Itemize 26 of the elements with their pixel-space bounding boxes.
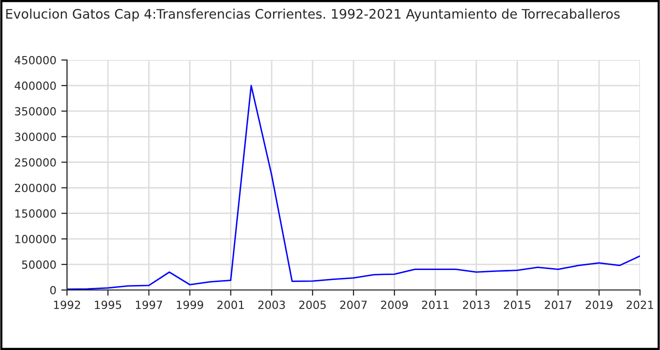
x-tick-label: 2019	[586, 300, 612, 310]
y-tick-label: 250000	[14, 158, 56, 167]
y-tick-label: 450000	[14, 56, 56, 64]
y-tick-label: 50000	[22, 260, 56, 269]
y-tick-label: 300000	[15, 132, 56, 142]
x-tick-label: 2007	[340, 300, 367, 310]
x-tick-label: 1992	[54, 300, 80, 310]
chart-title: Evolucion Gatos Cap 4:Transferencias Corrientes. 1992-2021 Ayuntamiento de Torrecaballeros	[6, 8, 620, 22]
x-tick-label: 2015	[504, 300, 530, 310]
y-tick-label: 350000	[15, 107, 56, 116]
x-tick-label: 1997	[136, 300, 162, 310]
x-tick-label: 2005	[299, 300, 326, 310]
x-tick-label: 2011	[422, 300, 448, 310]
y-tick-label: 100000	[15, 234, 56, 244]
x-tick-label: 2021	[626, 300, 654, 310]
x-tick-label: 2003	[258, 300, 285, 310]
y-tick-label: 150000	[15, 209, 56, 218]
y-tick-label: 0	[50, 286, 56, 294]
x-tick-label: 2013	[462, 300, 490, 310]
x-tick-label: 2001	[217, 300, 244, 310]
y-tick-label: 400000	[14, 82, 56, 90]
y-tick-label: 200000	[14, 184, 56, 192]
x-tick-label: 2009	[381, 300, 408, 310]
x-tick-label: 1999	[176, 300, 204, 310]
x-tick-label: 2017	[544, 300, 572, 310]
x-tick-label: 1995	[95, 300, 122, 310]
